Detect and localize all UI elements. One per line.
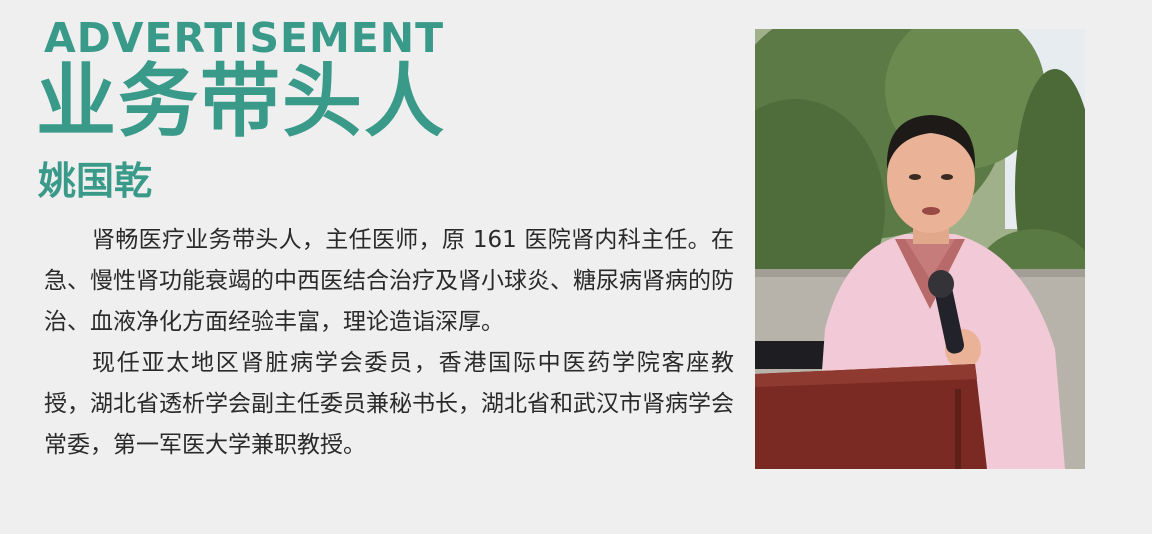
doctor-photo (755, 29, 1085, 469)
doctor-photo-illustration (755, 29, 1085, 469)
headline-title: 业务带头人 (36, 55, 446, 148)
bio-paragraph: 现任亚太地区肾脏病学会委员，香港国际中医药学院客座教授，湖北省透析学会副主任委员… (44, 350, 734, 458)
advertisement-label: ADVERTISEMENT (44, 14, 445, 62)
person-name: 姚国乾 (38, 159, 153, 203)
bio-paragraph: 肾畅医疗业务带头人，主任医师，原 161 医院肾内科主任。在急、慢性肾功能衰竭的… (44, 227, 734, 335)
bio-text: 肾畅医疗业务带头人，主任医师，原 161 医院肾内科主任。在急、慢性肾功能衰竭的… (44, 220, 734, 466)
